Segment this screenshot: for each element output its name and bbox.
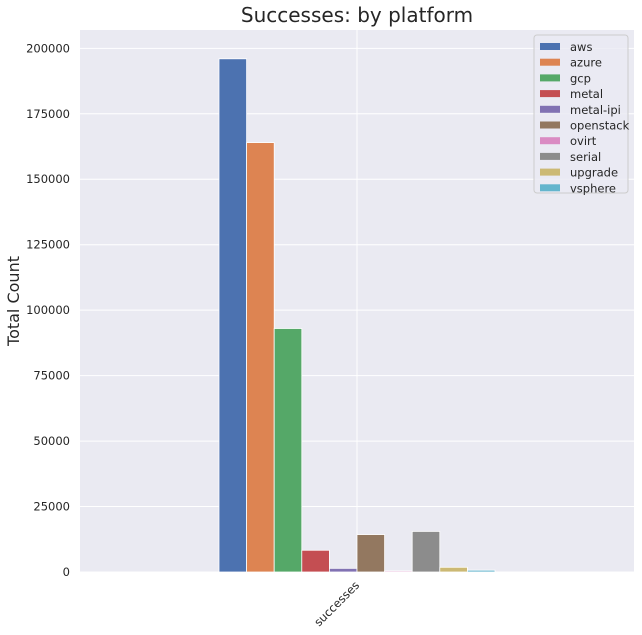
legend-swatch-upgrade <box>540 168 560 176</box>
y-axis-ticks: 0 25000 50000 75000 100000 125000 150000 175000… <box>26 41 70 579</box>
legend-label-azure: azure <box>570 56 602 70</box>
legend-swatch-azure <box>540 58 560 66</box>
legend-label-serial: serial <box>570 150 601 164</box>
legend-label-gcp: gcp <box>570 71 591 85</box>
chart-title: Successes: by platform <box>241 3 473 27</box>
legend-swatch-openstack <box>540 121 560 129</box>
legend-label-metal-ipi: metal-ipi <box>570 103 621 117</box>
y-axis-label: Total Count <box>4 256 23 347</box>
bar-aws <box>218 58 248 573</box>
y-tick-label: 0 <box>63 565 70 579</box>
bar-azure <box>246 142 275 573</box>
bar-vsphere <box>466 569 496 573</box>
bar-openstack <box>356 534 386 573</box>
legend-swatch-metal-ipi <box>540 105 560 113</box>
y-tick-label: 150000 <box>26 172 70 186</box>
bar-serial <box>411 531 441 573</box>
y-tick-label: 125000 <box>26 238 70 252</box>
legend-swatch-metal <box>540 90 560 98</box>
bar-metal-ipi <box>328 567 358 573</box>
bar-metal <box>301 549 330 573</box>
legend-label-vsphere: vsphere <box>570 181 616 195</box>
y-tick-label: 50000 <box>33 434 70 448</box>
y-tick-label: 100000 <box>26 303 70 317</box>
legend-label-aws: aws <box>570 40 592 54</box>
legend-swatch-gcp <box>540 74 560 82</box>
legend-swatch-serial <box>540 152 560 160</box>
legend-swatch-aws <box>540 43 560 50</box>
y-tick-label: 25000 <box>33 500 70 514</box>
bar-ovirt <box>384 570 413 573</box>
legend-label-ovirt: ovirt <box>570 134 597 148</box>
legend-label-upgrade: upgrade <box>570 166 618 180</box>
y-tick-label: 200000 <box>26 41 70 55</box>
bars <box>218 58 496 573</box>
x-axis-ticks: successes <box>311 578 362 629</box>
x-tick-label: successes <box>311 578 362 629</box>
legend-label-metal: metal <box>570 87 603 101</box>
legend-label-openstack: openstack <box>570 119 630 133</box>
legend-swatch-ovirt <box>540 137 560 145</box>
y-tick-label: 75000 <box>33 369 70 383</box>
y-tick-label: 175000 <box>26 107 70 121</box>
bar-upgrade <box>439 566 468 573</box>
legend-swatch-vsphere <box>540 184 560 192</box>
bar-gcp <box>273 328 303 573</box>
